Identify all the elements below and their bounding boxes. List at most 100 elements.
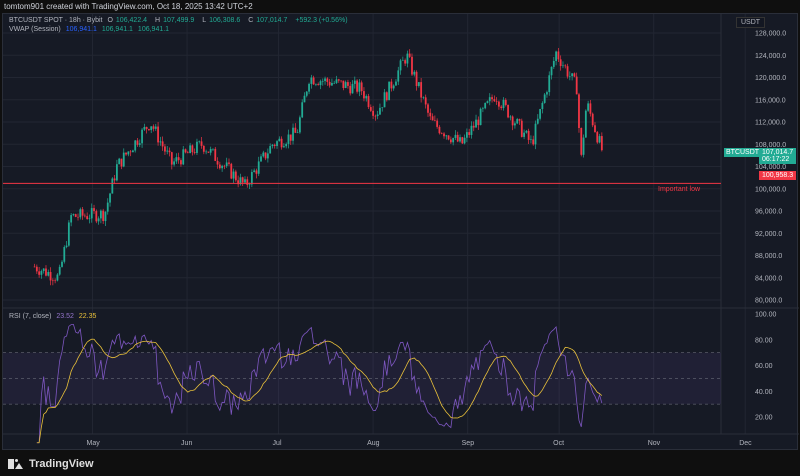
candle-body: [106, 202, 109, 212]
attribution-bar: tomtom901 created with TradingView.com, …: [0, 0, 800, 13]
candle-body: [335, 79, 338, 83]
candle-body: [321, 81, 324, 82]
candle-body: [381, 107, 384, 108]
candle-body: [102, 210, 105, 222]
candle-body: [54, 280, 57, 282]
candle-body: [93, 208, 95, 212]
candle-body: [61, 261, 63, 267]
candle-body: [81, 209, 84, 216]
candle-body: [189, 145, 191, 154]
candle-body: [104, 211, 107, 222]
candle-body: [482, 108, 484, 109]
low-label: L: [202, 17, 207, 24]
candle-body: [463, 137, 466, 144]
candle-body: [360, 82, 363, 92]
candle-body: [548, 75, 551, 93]
candle-body: [282, 146, 285, 148]
candle-body: [564, 65, 567, 67]
candle-body: [305, 91, 308, 96]
candle-body: [518, 119, 521, 121]
rsi-ma-value: 22.35: [78, 313, 97, 320]
candle-body: [557, 51, 560, 60]
vwap-legend[interactable]: VWAP (Session) 106,941.1 106,941.1 106,9…: [9, 26, 172, 33]
candle-body: [116, 164, 118, 181]
rsi-label[interactable]: RSI (7, close): [9, 313, 52, 320]
candle-body: [589, 103, 592, 114]
candle-body: [543, 94, 546, 103]
price-tick-label: 84,000.0: [755, 275, 782, 282]
candle-body: [45, 268, 47, 276]
candle-body: [294, 127, 297, 133]
candle-body: [244, 179, 246, 183]
candle-body: [225, 162, 228, 166]
candle-body: [228, 162, 230, 164]
candle-body: [257, 161, 260, 174]
candle-body: [326, 78, 329, 82]
candle-body: [196, 141, 198, 153]
candle-body: [70, 215, 73, 223]
candle-body: [193, 152, 196, 153]
candle-body: [358, 82, 361, 92]
candle-body: [120, 158, 123, 167]
candle-body: [536, 118, 539, 124]
candle-body: [328, 81, 331, 86]
candle-body: [324, 78, 326, 82]
price-tick-label: 108,000.0: [755, 142, 786, 149]
candle-body: [209, 148, 212, 153]
candle-body: [351, 83, 354, 94]
candle-body: [424, 97, 427, 105]
symbol-title[interactable]: BTCUSDT SPOT · 18h · Bybit: [9, 17, 103, 24]
candle-body: [491, 97, 493, 100]
candle-body: [580, 127, 583, 155]
price-tick-label: 128,000.0: [755, 31, 786, 38]
candle-body: [440, 133, 443, 134]
candle-body: [520, 120, 523, 137]
candle-body: [186, 152, 189, 154]
currency-label[interactable]: USDT: [736, 17, 766, 28]
high-label: H: [155, 17, 161, 24]
candle-body: [168, 150, 171, 153]
candle-body: [212, 148, 214, 150]
candle-body: [363, 91, 365, 99]
candle-body: [83, 215, 86, 217]
tradingview-logo-icon: [8, 459, 24, 469]
price-tick-label: 88,000.0: [755, 253, 782, 260]
chart-frame[interactable]: 80,000.0 84,000.0 88,000.0 92,000.0 96,000.0…: [2, 13, 799, 451]
time-tick-label: Jul: [273, 440, 282, 447]
candle-body: [525, 130, 528, 133]
candle-body: [438, 126, 441, 134]
candle-body: [35, 266, 38, 272]
candle-body: [63, 247, 66, 262]
candle-body: [449, 139, 452, 143]
candle-body: [475, 119, 477, 128]
candle-body: [411, 56, 413, 75]
candle-body: [598, 136, 601, 143]
candle-body: [72, 214, 75, 216]
candle-body: [143, 126, 146, 130]
candle-body: [40, 271, 43, 275]
candle-body: [33, 266, 36, 268]
candle-body: [584, 110, 587, 138]
candle-body: [278, 138, 281, 142]
candle-body: [276, 141, 278, 146]
candle-body: [127, 151, 130, 155]
candle-body: [379, 107, 381, 115]
vwap-label[interactable]: VWAP (Session): [9, 26, 61, 33]
candle-body: [148, 129, 150, 131]
candle-body: [443, 133, 445, 137]
rsi-legend[interactable]: RSI (7, close) 23.52 22.35: [9, 313, 99, 320]
candle-body: [530, 139, 532, 140]
candle-body: [374, 115, 377, 117]
candle-body: [49, 272, 52, 281]
close-value: 107,014.7: [256, 17, 288, 24]
candle-body: [319, 81, 322, 86]
candle-body: [571, 73, 574, 77]
candle-body: [218, 164, 221, 169]
chart-canvas[interactable]: 80,000.0 84,000.0 88,000.0 92,000.0 96,000.0…: [3, 14, 799, 451]
candle-body: [445, 135, 448, 137]
close-label: C: [248, 17, 254, 24]
candle-body: [429, 112, 432, 117]
rsi-tick-label: 100.00: [755, 312, 777, 319]
vwap-upper: 106,941.1: [101, 26, 133, 33]
